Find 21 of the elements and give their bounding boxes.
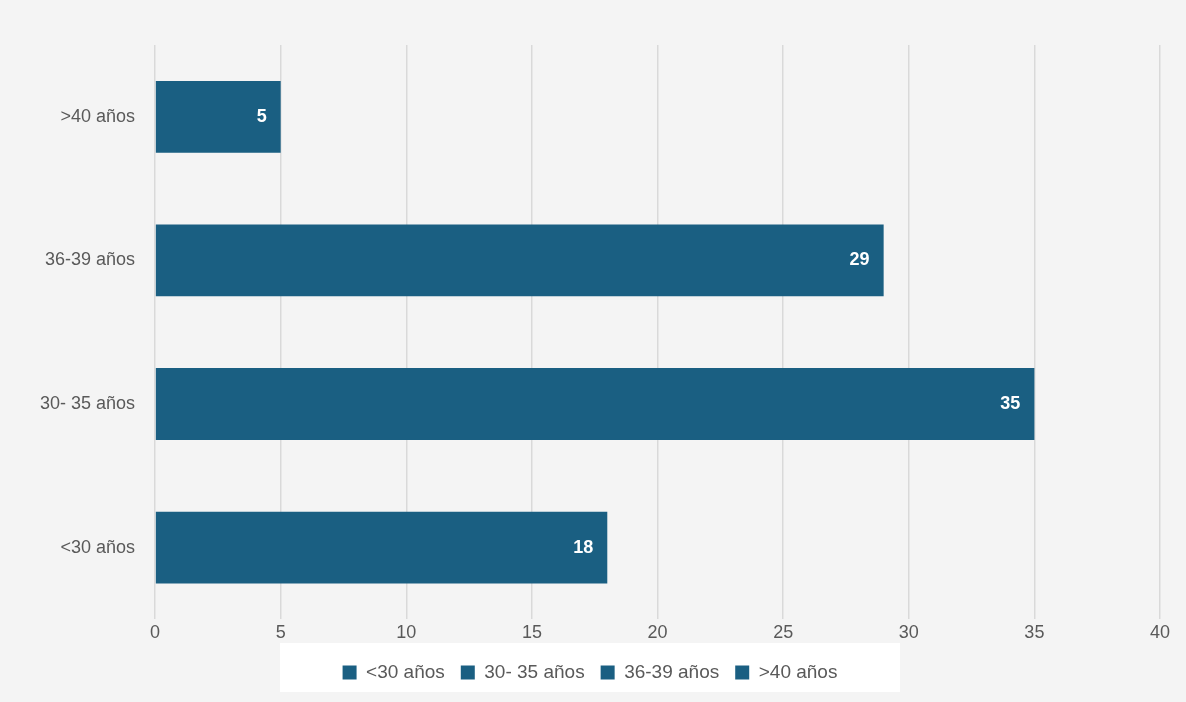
- legend-label: <30 años: [366, 660, 445, 682]
- x-tick-label: 35: [1024, 622, 1045, 643]
- data-label: 5: [256, 105, 267, 126]
- data-label: 29: [849, 249, 870, 270]
- legend-label: 30- 35 años: [484, 660, 585, 682]
- x-tick-label: 15: [521, 622, 542, 643]
- x-tick-label: 25: [773, 622, 794, 643]
- y-tick-label: 30- 35 años: [39, 392, 136, 413]
- y-tick-label: >40 años: [60, 105, 136, 126]
- data-label: 18: [573, 536, 594, 557]
- y-tick-label: 36-39 años: [44, 249, 136, 270]
- x-tick-label: 10: [396, 622, 417, 643]
- data-label: 35: [1000, 392, 1021, 413]
- y-tick-label: <30 años: [60, 536, 136, 557]
- legend-label: >40 años: [758, 660, 838, 682]
- x-tick-label: 30: [898, 622, 919, 643]
- x-tick-label: 0: [150, 622, 161, 643]
- x-tick-label: 5: [275, 622, 286, 643]
- legend-label: 36-39 años: [624, 660, 720, 682]
- x-tick-label: 40: [1149, 622, 1171, 643]
- x-tick-label: 20: [647, 622, 668, 643]
